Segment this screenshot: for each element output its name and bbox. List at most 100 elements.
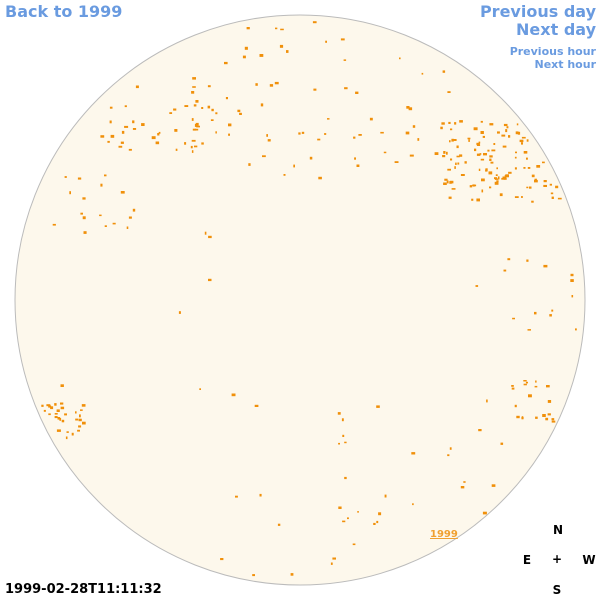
speckle bbox=[246, 27, 250, 30]
speckle bbox=[254, 404, 259, 407]
speckle bbox=[82, 216, 86, 220]
speckle bbox=[571, 295, 574, 298]
compass-center: + bbox=[551, 552, 563, 566]
speckle bbox=[546, 385, 550, 388]
speckle bbox=[208, 278, 212, 282]
speckle bbox=[507, 258, 511, 261]
speckle bbox=[531, 174, 535, 178]
speckle bbox=[531, 200, 534, 203]
speckle bbox=[104, 174, 107, 177]
speckle bbox=[118, 145, 123, 148]
next-hour-link[interactable]: Next hour bbox=[534, 58, 597, 71]
speckle bbox=[109, 120, 112, 124]
speckle bbox=[481, 189, 484, 193]
speckle bbox=[405, 131, 410, 135]
speckle bbox=[550, 192, 554, 195]
speckle bbox=[543, 180, 547, 183]
speckle bbox=[514, 404, 517, 408]
back-link[interactable]: Back to 1999 bbox=[5, 2, 123, 21]
speckle bbox=[290, 573, 294, 576]
speckle bbox=[220, 558, 224, 561]
speckle bbox=[442, 155, 446, 158]
speckle bbox=[497, 131, 500, 134]
speckle bbox=[128, 148, 132, 151]
previous-day-link[interactable]: Previous day bbox=[479, 2, 596, 21]
speckle bbox=[551, 196, 554, 199]
speckle bbox=[128, 216, 132, 219]
speckle bbox=[440, 126, 443, 130]
speckle bbox=[313, 88, 317, 91]
speckle bbox=[456, 155, 460, 158]
compass-north: N bbox=[552, 523, 564, 537]
speckle bbox=[158, 131, 161, 134]
speckle bbox=[204, 231, 207, 235]
speckle bbox=[446, 151, 448, 155]
speckle bbox=[378, 512, 382, 516]
speckle bbox=[491, 149, 496, 152]
speckle bbox=[494, 178, 499, 180]
speckle bbox=[344, 441, 347, 444]
speckle bbox=[555, 185, 559, 189]
speckle bbox=[448, 196, 452, 199]
speckle bbox=[175, 148, 178, 151]
speckle bbox=[59, 417, 62, 421]
speckle bbox=[508, 171, 512, 174]
speckle bbox=[344, 476, 347, 480]
speckle bbox=[50, 406, 54, 410]
speckle bbox=[277, 523, 281, 526]
speckle bbox=[523, 151, 528, 154]
speckle bbox=[100, 183, 103, 187]
speckle bbox=[267, 139, 271, 142]
speckle bbox=[457, 162, 460, 165]
speckle bbox=[78, 418, 82, 422]
speckle bbox=[104, 225, 107, 227]
speckle bbox=[82, 421, 86, 425]
speckle bbox=[199, 388, 201, 390]
speckle bbox=[195, 128, 199, 131]
next-day-link[interactable]: Next day bbox=[516, 20, 596, 39]
speckle bbox=[195, 100, 199, 103]
speckle bbox=[542, 414, 546, 417]
speckle bbox=[478, 141, 481, 144]
speckle bbox=[324, 133, 327, 135]
speckle bbox=[120, 191, 125, 194]
speckle bbox=[82, 197, 86, 200]
speckle bbox=[526, 186, 529, 189]
speckle bbox=[446, 180, 449, 184]
speckle bbox=[75, 411, 77, 414]
previous-hour-link[interactable]: Previous hour bbox=[509, 45, 596, 58]
speckle bbox=[60, 406, 65, 410]
speckle bbox=[61, 419, 65, 423]
disk-year-link[interactable]: 1999 bbox=[430, 529, 458, 540]
speckle bbox=[48, 413, 51, 416]
speckle bbox=[66, 431, 69, 433]
speckle bbox=[225, 97, 228, 100]
speckle bbox=[483, 153, 487, 156]
speckle bbox=[543, 264, 548, 268]
speckle bbox=[274, 81, 279, 85]
speckle bbox=[467, 137, 471, 140]
speckle bbox=[549, 314, 552, 317]
speckle bbox=[491, 484, 496, 487]
speckle bbox=[191, 91, 195, 94]
speckle bbox=[64, 176, 67, 178]
speckle bbox=[332, 557, 336, 560]
speckle bbox=[473, 127, 478, 131]
speckle bbox=[338, 506, 342, 509]
speckle bbox=[384, 494, 387, 498]
compass-east: E bbox=[522, 553, 532, 567]
speckle bbox=[523, 167, 526, 169]
speckle bbox=[551, 309, 554, 312]
speckle bbox=[496, 167, 498, 170]
speckle bbox=[48, 405, 52, 408]
speckle bbox=[318, 176, 322, 180]
speckle bbox=[459, 154, 463, 157]
speckle bbox=[475, 285, 479, 287]
speckle bbox=[369, 117, 373, 121]
speckle bbox=[394, 161, 399, 163]
compass-west: W bbox=[582, 553, 596, 567]
speckle bbox=[434, 152, 439, 155]
speckle bbox=[120, 141, 124, 144]
speckle bbox=[383, 151, 387, 154]
speckle bbox=[497, 176, 500, 180]
